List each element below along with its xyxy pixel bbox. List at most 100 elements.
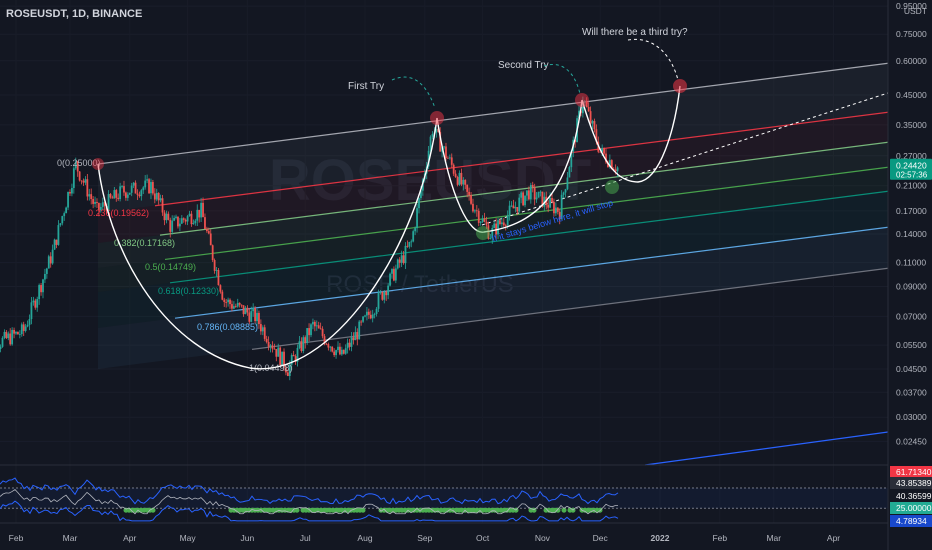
- candle-body: [261, 327, 264, 332]
- candle-body: [500, 222, 503, 225]
- candle-body: [607, 162, 609, 167]
- candle-body: [354, 332, 357, 341]
- candle-body: [5, 331, 8, 339]
- candle-body: [184, 219, 187, 222]
- candle-body: [74, 161, 77, 169]
- candle-body: [381, 292, 384, 300]
- time-axis[interactable]: Feb Mar Apr May Jun Jul Aug Sep Oct Nov Dec 2022 Feb…: [9, 533, 841, 543]
- second-try-label: Second Try: [498, 60, 549, 71]
- candle-body: [150, 182, 152, 194]
- candle-body: [506, 215, 509, 226]
- candle-body: [198, 209, 201, 218]
- time-tick: Feb: [9, 533, 24, 543]
- candle-body: [616, 167, 619, 172]
- candle-body: [448, 157, 451, 159]
- candle-body: [142, 187, 145, 191]
- candle-body: [564, 189, 567, 193]
- candle-body: [356, 332, 359, 340]
- candle-body: [477, 210, 480, 223]
- first-try-marker: [430, 111, 444, 125]
- candle-body: [610, 160, 613, 170]
- candle-body: [236, 302, 239, 307]
- osc-badge: [890, 515, 932, 527]
- candle-body: [339, 346, 341, 355]
- candle-body: [90, 194, 93, 200]
- candle-body: [391, 268, 393, 274]
- fib-label-0: 0(0.25000): [57, 158, 101, 168]
- candle-body: [125, 192, 127, 198]
- candle-body: [605, 153, 607, 163]
- candle-body: [250, 311, 253, 322]
- candle-body: [103, 202, 106, 206]
- candle-body: [589, 111, 592, 124]
- candle-body: [86, 179, 89, 197]
- candle-body: [209, 233, 212, 246]
- candle-body: [36, 299, 39, 308]
- candle-body: [205, 228, 208, 232]
- candle-body: [410, 241, 413, 243]
- candle-body: [213, 260, 216, 271]
- candle-body: [387, 285, 390, 296]
- candle-body: [312, 321, 314, 325]
- candle-body: [470, 195, 472, 204]
- candle-body: [80, 180, 83, 182]
- candle-body: [146, 179, 149, 181]
- candle-body: [113, 190, 116, 199]
- candle-body: [437, 128, 440, 132]
- candle-body: [18, 334, 21, 335]
- candle-body: [117, 197, 120, 200]
- osc-badge: [890, 466, 932, 478]
- candle-body: [265, 338, 268, 343]
- candle-body: [327, 344, 330, 348]
- candle-body: [483, 218, 486, 222]
- fib-label-0382: 0.382(0.17168): [114, 238, 175, 248]
- candle-body: [45, 268, 48, 274]
- candle-body: [186, 216, 189, 222]
- osc-upper-envelope: [0, 477, 619, 505]
- candle-body: [394, 268, 397, 281]
- candle-body: [497, 220, 499, 235]
- candle-body: [310, 324, 312, 336]
- candle-body: [144, 180, 147, 188]
- candle-body: [132, 182, 135, 186]
- candle-body: [63, 213, 66, 217]
- candle-body: [82, 180, 85, 183]
- candle-body: [11, 329, 14, 345]
- candle-body: [420, 190, 422, 199]
- grid: [0, 0, 888, 523]
- candle-body: [159, 198, 162, 201]
- candle-body: [454, 173, 457, 178]
- candle-body: [591, 120, 594, 124]
- candle-body: [537, 191, 540, 198]
- candle-body: [412, 231, 415, 242]
- candle-body: [109, 194, 112, 198]
- third-try-marker: [673, 79, 687, 93]
- candle-body: [94, 201, 96, 204]
- candle-body: [288, 364, 291, 376]
- candle-body: [219, 285, 222, 292]
- third-try-label: Will there be a third try?: [582, 27, 688, 38]
- candle-body: [549, 198, 551, 208]
- time-tick: Mar: [63, 533, 78, 543]
- osc-badge: [890, 477, 932, 489]
- last-price-label: 0.24420: [896, 161, 927, 171]
- time-tick: May: [180, 533, 197, 543]
- candle-body: [601, 147, 604, 152]
- candle-body: [238, 302, 241, 305]
- candle-body: [416, 208, 418, 229]
- candle-body: [350, 337, 353, 347]
- osc-badge: [890, 490, 932, 502]
- candle-body: [96, 201, 98, 203]
- candle-body: [560, 194, 563, 220]
- candle-body: [130, 185, 133, 193]
- candle-body: [67, 192, 69, 208]
- candle-body: [373, 313, 376, 315]
- candle-body: [178, 223, 181, 227]
- candle-body: [331, 346, 334, 352]
- osc-badge-label: 25.00000: [896, 503, 932, 513]
- symbol-header[interactable]: ROSEUSDT, 1D, BINANCE: [6, 8, 143, 20]
- candle-body: [385, 291, 388, 296]
